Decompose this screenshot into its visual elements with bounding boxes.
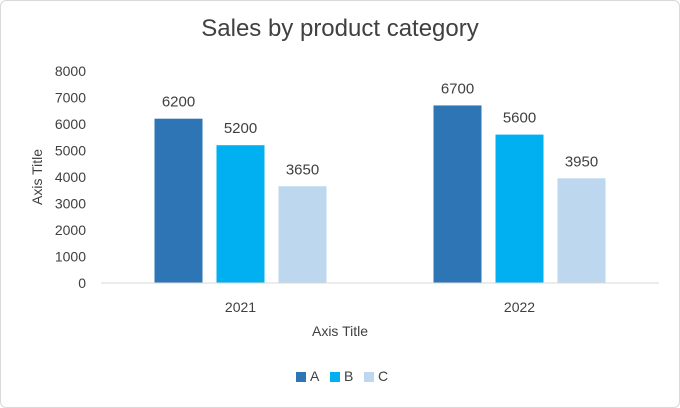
y-tick-label: 8000 <box>55 63 86 79</box>
y-tick-label: 5000 <box>55 143 86 159</box>
legend-label-c: C <box>378 368 388 384</box>
bar-c-2022 <box>557 178 606 283</box>
data-label: 6200 <box>162 94 195 111</box>
y-tick-label: 4000 <box>55 169 86 185</box>
y-tick-label: 3000 <box>55 196 86 212</box>
data-label: 5600 <box>503 110 536 127</box>
chart-title: Sales by product category <box>201 15 479 42</box>
data-label: 3950 <box>565 153 598 170</box>
bars <box>154 105 606 283</box>
y-axis-title: Axis Title <box>29 149 45 205</box>
y-axis: 0 1000 2000 3000 4000 5000 6000 7000 8000 <box>55 63 86 291</box>
bar-c-2021 <box>278 186 327 283</box>
data-label: 3650 <box>286 161 319 178</box>
legend-label-a: A <box>310 368 320 384</box>
data-label: 6700 <box>441 80 474 97</box>
y-tick-label: 2000 <box>55 222 86 238</box>
y-tick-label: 0 <box>78 275 86 291</box>
x-tick-label: 2021 <box>225 299 256 315</box>
bar-a-2021 <box>154 118 203 283</box>
x-axis-title: Axis Title <box>312 323 368 339</box>
legend: A B C <box>296 368 388 384</box>
legend-label-b: B <box>344 368 353 384</box>
bar-b-2021 <box>216 145 265 283</box>
legend-swatch-b <box>330 372 340 382</box>
bar-b-2022 <box>495 134 544 283</box>
y-tick-label: 6000 <box>55 116 86 132</box>
legend-swatch-a <box>296 372 306 382</box>
legend-swatch-c <box>364 372 374 382</box>
x-axis: 2021 2022 <box>225 299 535 315</box>
bar-a-2022 <box>433 105 482 283</box>
data-label: 5200 <box>224 120 257 137</box>
x-tick-label: 2022 <box>504 299 535 315</box>
y-tick-label: 7000 <box>55 90 86 106</box>
data-labels: 6200 5200 3650 6700 5600 3950 <box>162 80 598 178</box>
y-tick-label: 1000 <box>55 249 86 265</box>
